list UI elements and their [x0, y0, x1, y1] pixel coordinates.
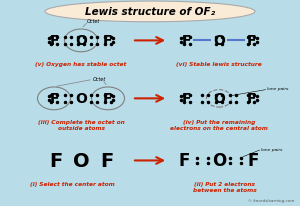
Text: F: F	[179, 152, 190, 170]
Text: (iv) Put the remaining
electrons on the central atom: (iv) Put the remaining electrons on the …	[170, 119, 268, 130]
Text: Lewis structure of OF₂: Lewis structure of OF₂	[85, 7, 215, 17]
Text: Octet: Octet	[87, 19, 100, 24]
Text: F: F	[103, 92, 113, 106]
Text: F: F	[248, 152, 259, 170]
Text: F: F	[247, 92, 256, 106]
Text: F: F	[182, 34, 191, 48]
Text: O: O	[213, 92, 225, 106]
Ellipse shape	[45, 2, 255, 23]
Text: (ii) Put 2 electrons
between the atoms: (ii) Put 2 electrons between the atoms	[193, 181, 257, 192]
Text: (vi) Stable lewis structure: (vi) Stable lewis structure	[176, 62, 262, 67]
Text: F: F	[182, 92, 191, 106]
Text: F: F	[49, 92, 59, 106]
Text: lone pairs: lone pairs	[267, 87, 288, 91]
Text: (iii) Complete the octet on
outside atoms: (iii) Complete the octet on outside atom…	[38, 119, 124, 130]
Text: Octet: Octet	[93, 77, 106, 82]
Text: O: O	[212, 152, 226, 170]
Text: (i) Select the center atom: (i) Select the center atom	[30, 181, 114, 186]
Text: (v) Oxygen has stable octet: (v) Oxygen has stable octet	[35, 62, 127, 67]
Text: F: F	[49, 151, 62, 170]
Text: O: O	[75, 92, 87, 106]
Text: F: F	[49, 34, 59, 48]
Text: F: F	[103, 34, 113, 48]
Text: O: O	[73, 151, 89, 170]
Text: © knordslearning.com: © knordslearning.com	[248, 198, 294, 202]
Text: F: F	[100, 151, 113, 170]
Text: O: O	[213, 34, 225, 48]
Text: F: F	[247, 34, 256, 48]
Text: lone pairs: lone pairs	[261, 147, 282, 151]
Text: O: O	[75, 34, 87, 48]
